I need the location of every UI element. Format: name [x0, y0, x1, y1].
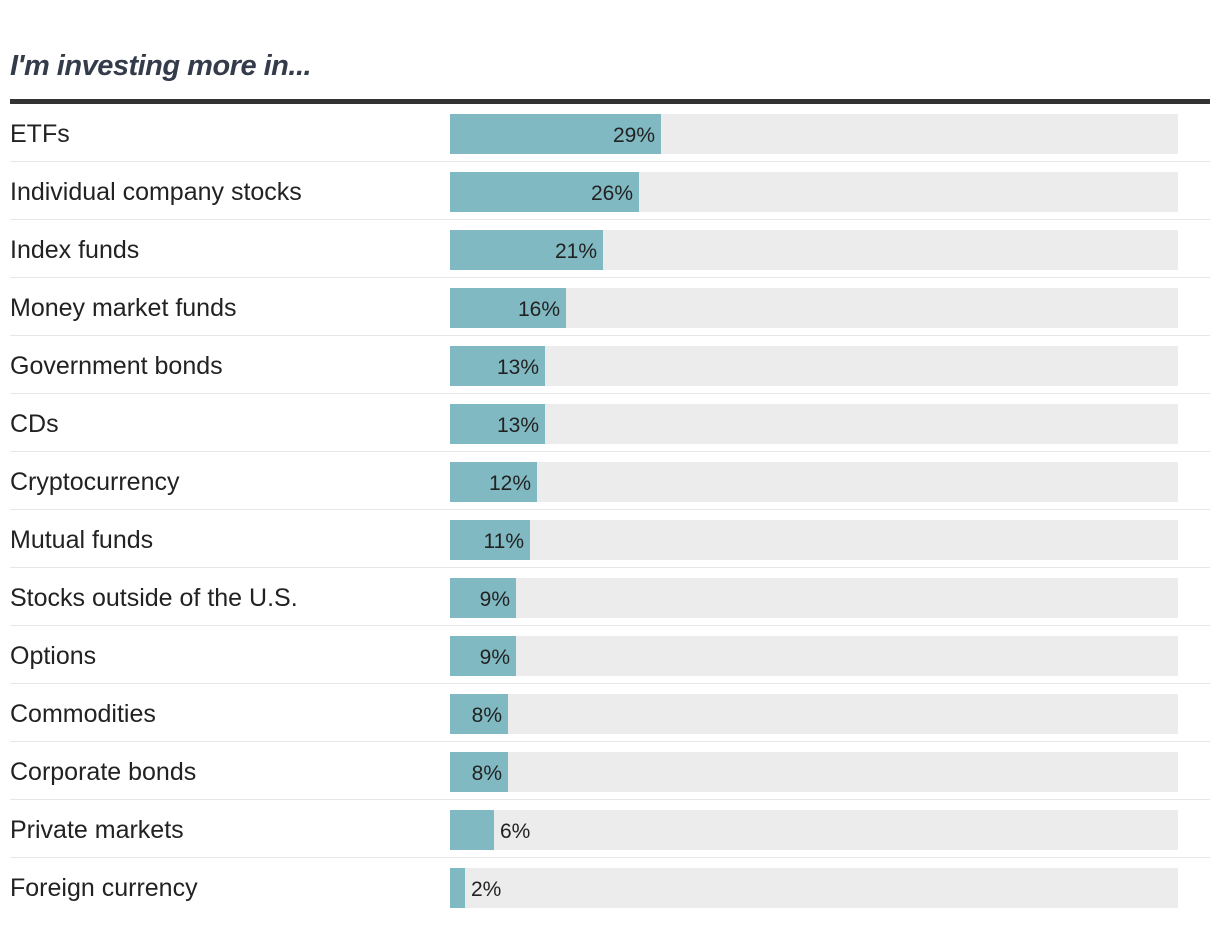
- bar-row: Foreign currency 2%: [10, 858, 1210, 916]
- bar-track: 21%: [450, 230, 1178, 270]
- bar-row: Money market funds 16%: [10, 278, 1210, 336]
- value-label: 2%: [471, 878, 502, 901]
- value-label: 16%: [517, 298, 560, 321]
- category-label: CDs: [10, 410, 59, 438]
- bar-track: 9%: [450, 636, 1178, 676]
- bar-row: Cryptocurrency 12%: [10, 452, 1210, 510]
- bar-row: Government bonds 13%: [10, 336, 1210, 394]
- bar: [450, 404, 545, 444]
- bar-track: 8%: [450, 694, 1178, 734]
- bar-track: 29%: [450, 114, 1178, 154]
- bar-track: 6%: [450, 810, 1178, 850]
- header-rule: [10, 99, 1210, 104]
- category-label: Mutual funds: [10, 526, 154, 554]
- bar-row: Private markets 6%: [10, 800, 1210, 858]
- value-label: 29%: [612, 124, 655, 147]
- bar-chart: I'm investing more in... ETFs 29% Individu…: [10, 0, 1210, 926]
- category-label: Foreign currency: [10, 874, 198, 902]
- category-label: Money market funds: [10, 294, 237, 322]
- bar-track: 13%: [450, 404, 1178, 444]
- bar: [450, 636, 516, 676]
- bar: [450, 752, 508, 792]
- value-label: 6%: [500, 820, 531, 843]
- bar-row: Options 9%: [10, 626, 1210, 684]
- bar-row: Stocks outside of the U.S. 9%: [10, 568, 1210, 626]
- bar: [450, 346, 545, 386]
- category-label: Options: [10, 642, 97, 670]
- bar-row: Corporate bonds 8%: [10, 742, 1210, 800]
- bar: [450, 114, 661, 154]
- bar-track: 2%: [450, 868, 1178, 908]
- value-label: 9%: [479, 588, 510, 611]
- bar: [450, 288, 566, 328]
- value-label: 9%: [479, 646, 510, 669]
- bar-track: 9%: [450, 578, 1178, 618]
- bar: [450, 230, 603, 270]
- bar: [450, 694, 508, 734]
- bar-track: 16%: [450, 288, 1178, 328]
- bar-track: 8%: [450, 752, 1178, 792]
- bar-track: 11%: [450, 520, 1178, 560]
- category-label: Private markets: [10, 816, 184, 844]
- category-label: ETFs: [10, 120, 70, 148]
- category-label: Commodities: [10, 700, 156, 728]
- bar: [450, 810, 494, 850]
- bar: [450, 868, 465, 908]
- value-label: 11%: [483, 530, 524, 553]
- value-label: 8%: [471, 762, 502, 785]
- bar: [450, 520, 530, 560]
- bar-row: Commodities 8%: [10, 684, 1210, 742]
- category-label: Cryptocurrency: [10, 468, 180, 496]
- bar: [450, 172, 639, 212]
- value-label: 13%: [496, 356, 539, 379]
- chart-title: I'm investing more in...: [10, 50, 312, 82]
- bar-row: CDs 13%: [10, 394, 1210, 452]
- value-label: 8%: [471, 704, 502, 727]
- bar: [450, 578, 516, 618]
- bar-track: 26%: [450, 172, 1178, 212]
- category-label: Stocks outside of the U.S.: [10, 584, 298, 612]
- bar-row: Mutual funds 11%: [10, 510, 1210, 568]
- value-label: 26%: [590, 182, 633, 205]
- value-label: 13%: [496, 414, 539, 437]
- bar-row: ETFs 29%: [10, 104, 1210, 162]
- category-label: Index funds: [10, 236, 140, 264]
- category-label: Government bonds: [10, 352, 223, 380]
- bar-row: Individual company stocks 26%: [10, 162, 1210, 220]
- category-label: Corporate bonds: [10, 758, 197, 786]
- bar: [450, 462, 537, 502]
- bar-row: Index funds 21%: [10, 220, 1210, 278]
- value-label: 12%: [488, 472, 531, 495]
- category-label: Individual company stocks: [10, 178, 302, 206]
- value-label: 21%: [554, 240, 597, 263]
- bar-track: 13%: [450, 346, 1178, 386]
- bar-track: 12%: [450, 462, 1178, 502]
